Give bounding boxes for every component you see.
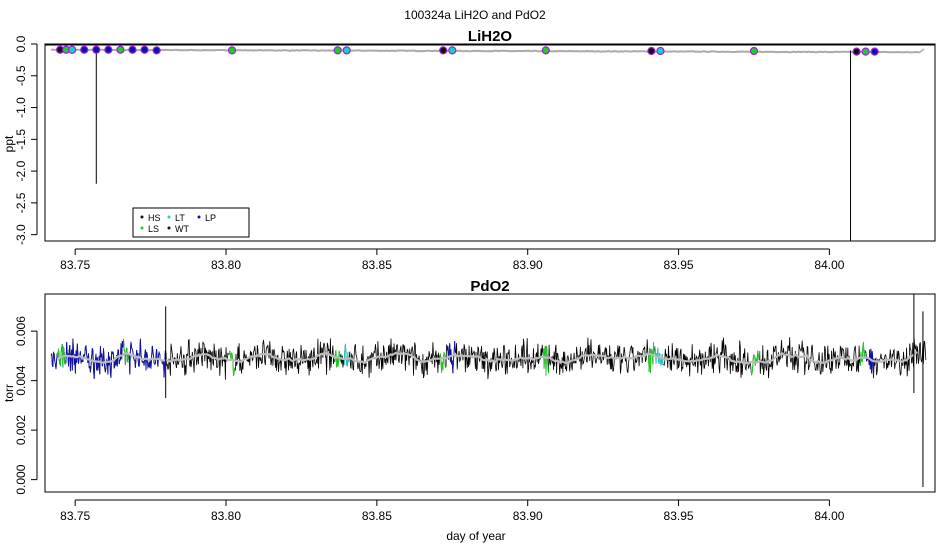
lih2o-legend: HS LT LP LS WT <box>132 207 250 238</box>
pdo2-segment-ls <box>228 350 236 377</box>
lih2o-marker-lp <box>80 45 89 54</box>
pdo2-trace <box>50 337 927 380</box>
legend-label-lt: LT <box>175 213 185 223</box>
pdo2-plot-area: 83.75 83.80 83.85 83.90 83.95 84.00 0.000 0.002… <box>14 293 936 523</box>
lih2o-marker-lp <box>152 46 161 55</box>
x-tick-label: 83.75 <box>60 258 90 272</box>
lih2o-marker-ls <box>116 45 125 54</box>
legend-label-ls: LS <box>148 224 159 234</box>
legend-marker-ls <box>140 226 144 230</box>
pdo2-segment-ls <box>123 339 130 365</box>
x-tick-label: 83.95 <box>664 509 694 523</box>
plot-frame <box>44 293 936 493</box>
lih2o-marker-ls <box>749 46 759 56</box>
y-tick-label: 0.006 <box>14 316 28 346</box>
x-tick-label: 83.85 <box>362 509 392 523</box>
pdo2-panel: PdO2 torr day of year 83.75 83.80 83.85 83.… <box>2 278 936 543</box>
y-tick-label: 0.002 <box>14 415 28 445</box>
pdo2-segment-ls <box>750 350 761 376</box>
lih2o-marker-lp <box>92 45 101 54</box>
lih2o-marker-lt <box>448 46 457 55</box>
lih2o-marker-lt <box>342 46 351 55</box>
pdo2-ylabel: torr <box>2 384 16 402</box>
x-tick-label: 83.90 <box>513 509 543 523</box>
x-tick-label: 83.85 <box>362 258 392 272</box>
lih2o-title: LiH2O <box>468 28 513 45</box>
pdo2-xlabel: day of year <box>446 529 505 543</box>
legend-marker-wt <box>167 226 171 230</box>
x-tick-label: 83.80 <box>211 258 241 272</box>
lih2o-marker-hs <box>852 47 861 56</box>
x-tick-label: 84.00 <box>814 258 844 272</box>
figure-title: 100324a LiH2O and PdO2 <box>404 8 546 22</box>
lih2o-marker-lp <box>140 45 149 54</box>
legend-marker-lt <box>167 215 171 219</box>
pdo2-segment-ls <box>542 345 549 376</box>
pdo2-title: PdO2 <box>470 278 509 295</box>
legend-box <box>132 207 250 238</box>
lih2o-baseline-end <box>919 48 925 53</box>
pdo2-segment-lt <box>343 343 350 367</box>
y-tick-label: -1.5 <box>14 129 28 150</box>
x-tick-label: 84.00 <box>814 509 844 523</box>
pdo2-segment-ls <box>439 351 447 373</box>
x-tick-label: 83.80 <box>211 509 241 523</box>
lih2o-plot-area: 83.75 83.80 83.85 83.90 83.95 84.00 0.0 -0.5 -1.… <box>14 35 936 272</box>
plot-frame <box>44 43 936 242</box>
y-tick-label: 0.004 <box>14 365 28 395</box>
y-tick-label: -0.5 <box>14 65 28 86</box>
pdo2-segment-lp <box>865 348 875 379</box>
lih2o-marker-lt <box>656 46 665 56</box>
pdo2-segment-ls <box>56 343 67 368</box>
y-tick-label: -2.0 <box>14 160 28 181</box>
lih2o-marker-wt <box>647 46 656 56</box>
y-tick-label: -2.5 <box>14 192 28 213</box>
lih2o-marker-lp <box>104 45 113 54</box>
y-tick-label: -1.0 <box>14 97 28 118</box>
pdo2-smooth <box>57 351 918 366</box>
lih2o-marker-lp <box>128 45 137 54</box>
pdo2-segment-ls <box>648 341 655 374</box>
x-tick-label: 83.75 <box>60 509 90 523</box>
lih2o-marker-lt <box>68 45 77 54</box>
lih2o-panel: LiH2O ppt 83.75 83.80 83.85 83.90 83.95 84.00… <box>2 28 936 272</box>
lih2o-marker-hs <box>439 46 448 55</box>
pdo2-segment-lt <box>654 346 664 366</box>
x-tick-label: 83.90 <box>513 258 543 272</box>
lih2o-marker-ls <box>333 46 342 55</box>
pdo2-segment-ls <box>859 342 866 366</box>
legend-label-hs: HS <box>148 213 161 223</box>
pdo2-segment-lp <box>50 338 166 379</box>
lih2o-marker-ls <box>861 47 870 56</box>
lih2o-ylabel: ppt <box>2 135 16 152</box>
legend-marker-lp <box>197 215 201 219</box>
lih2o-marker-lp <box>870 47 879 56</box>
legend-marker-hs <box>140 215 144 219</box>
y-tick-label: 0.000 <box>14 464 28 494</box>
y-tick-label: -3.0 <box>14 224 28 245</box>
x-tick-label: 83.95 <box>664 258 694 272</box>
legend-label-lp: LP <box>205 213 216 223</box>
lih2o-marker-ls <box>227 46 237 55</box>
lih2o-marker-ls <box>541 46 550 55</box>
pdo2-segment-ls <box>334 350 341 368</box>
y-tick-label: 0.0 <box>14 35 28 52</box>
lih2o-baseline <box>50 48 921 54</box>
legend-label-wt: WT <box>175 224 189 234</box>
